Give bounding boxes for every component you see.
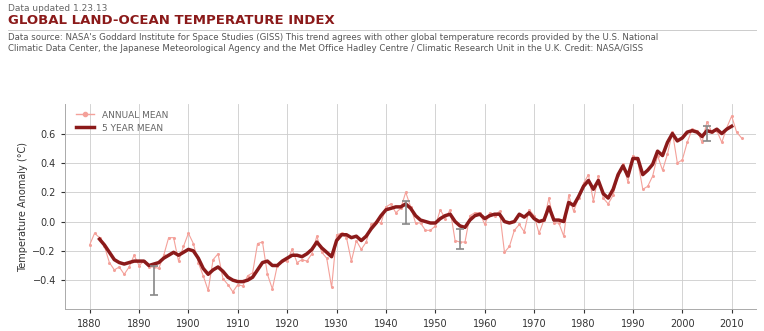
Text: GLOBAL LAND-OCEAN TEMPERATURE INDEX: GLOBAL LAND-OCEAN TEMPERATURE INDEX	[8, 14, 335, 27]
Legend: ANNUAL MEAN, 5 YEAR MEAN: ANNUAL MEAN, 5 YEAR MEAN	[76, 111, 168, 133]
Text: Climatic Data Center, the Japanese Meteorological Agency and the Met Office Hadl: Climatic Data Center, the Japanese Meteo…	[8, 44, 643, 53]
Text: Data updated 1.23.13: Data updated 1.23.13	[8, 4, 107, 13]
Text: Data source: NASA's Goddard Institute for Space Studies (GISS) This trend agrees: Data source: NASA's Goddard Institute fo…	[8, 33, 658, 42]
Y-axis label: Temperature Anomaly (°C): Temperature Anomaly (°C)	[18, 142, 28, 272]
